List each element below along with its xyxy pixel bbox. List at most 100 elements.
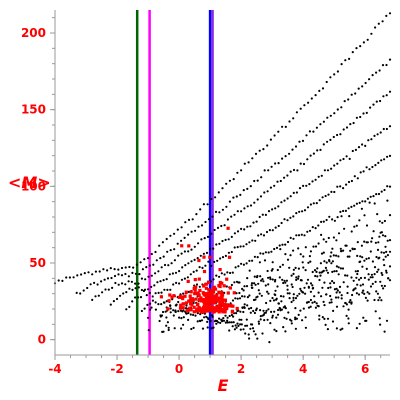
data-point-1068	[329, 255, 332, 258]
data-point-1144	[295, 278, 298, 281]
data-point-1031	[252, 298, 256, 302]
highlight-point-168	[218, 308, 222, 313]
data-point-699	[323, 260, 326, 263]
data-point-127	[200, 224, 204, 227]
data-point-133	[221, 208, 224, 211]
data-point-485	[223, 273, 226, 276]
data-point-339	[314, 178, 317, 181]
data-point-707	[342, 249, 345, 252]
data-point-518	[314, 227, 317, 230]
data-point-1112	[274, 289, 277, 292]
data-point-803	[356, 270, 359, 273]
data-point-842	[259, 318, 262, 321]
data-point-1072	[259, 309, 262, 312]
data-point-507	[284, 243, 287, 246]
highlight-point-131	[235, 306, 239, 311]
data-point-721	[374, 241, 377, 244]
data-point-266	[369, 106, 372, 109]
data-point-314	[236, 230, 240, 233]
data-point-376	[160, 291, 163, 294]
data-point-269	[379, 99, 382, 103]
data-point-841	[257, 320, 260, 323]
data-point-524	[331, 218, 334, 221]
data-point-1160	[212, 326, 215, 329]
highlight-point-82	[223, 310, 227, 314]
highlight-point-102	[170, 295, 174, 299]
data-point-1038	[210, 314, 214, 317]
data-point-408	[254, 239, 257, 242]
data-point-702	[330, 262, 333, 265]
data-point-131	[214, 210, 218, 213]
data-point-124	[190, 230, 193, 233]
data-point-870	[313, 300, 316, 303]
data-point-832	[240, 318, 243, 321]
data-point-1165	[355, 327, 358, 330]
data-point-1003	[192, 326, 195, 329]
data-point-1041	[158, 319, 161, 323]
data-point-1151	[237, 281, 240, 284]
data-point-391	[204, 264, 207, 267]
data-point-1169	[380, 231, 383, 234]
highlight-point-18	[202, 269, 207, 274]
data-point-805	[361, 256, 364, 259]
data-point-68	[307, 101, 310, 104]
data-point-282	[137, 286, 140, 289]
data-point-530	[347, 207, 350, 210]
highlight-point-213	[205, 307, 209, 311]
data-point-730	[200, 319, 204, 322]
data-point-125	[194, 229, 197, 232]
data-point-331	[289, 195, 292, 198]
data-point-111	[145, 266, 148, 269]
data-point-977	[349, 299, 352, 302]
data-point-1064	[270, 269, 273, 272]
data-point-183	[94, 295, 97, 298]
data-point-356	[367, 139, 370, 142]
data-point-769	[284, 281, 287, 284]
data-point-865	[304, 292, 307, 295]
data-point-867	[307, 286, 310, 289]
data-point-91	[75, 291, 78, 294]
data-point-36	[187, 218, 191, 221]
data-point-149	[277, 162, 280, 165]
data-point-731	[203, 316, 206, 319]
data-point-394	[213, 260, 216, 263]
highlight-point-61	[190, 303, 194, 307]
data-point-725	[384, 235, 387, 238]
data-point-872	[317, 291, 320, 294]
data-point-1077	[322, 251, 325, 254]
data-point-955	[311, 301, 314, 304]
data-point-449	[374, 164, 377, 167]
data-point-1080	[226, 319, 229, 322]
data-point-364	[125, 308, 128, 311]
data-point-965	[328, 301, 331, 304]
highlight-point-214	[220, 301, 225, 305]
data-point-919	[249, 327, 252, 330]
data-point-933	[273, 328, 276, 331]
data-point-300	[193, 258, 196, 261]
data-point-972	[340, 297, 343, 300]
data-point-267	[372, 103, 375, 106]
data-point-490	[237, 265, 240, 268]
data-point-1057	[374, 310, 377, 313]
data-point-307	[215, 243, 218, 246]
data-point-46	[225, 182, 228, 185]
data-point-1113	[335, 305, 339, 308]
data-point-89	[385, 14, 388, 17]
data-point-720	[372, 230, 375, 233]
data-point-404	[242, 245, 245, 248]
data-point-23	[139, 261, 142, 264]
data-point-875	[323, 281, 326, 284]
highlight-point-40	[207, 281, 211, 285]
data-point-428	[312, 202, 315, 205]
data-point-1099	[330, 301, 333, 304]
data-point-447	[368, 168, 371, 171]
data-point-932	[271, 314, 274, 317]
data-point-1035	[190, 327, 193, 331]
data-point-1119	[228, 329, 231, 332]
data-point-249	[312, 152, 315, 155]
data-point-960	[320, 295, 323, 298]
data-point-616	[337, 232, 341, 235]
data-point-398	[224, 254, 227, 257]
data-point-1005	[172, 314, 175, 317]
data-point-380	[172, 283, 175, 286]
